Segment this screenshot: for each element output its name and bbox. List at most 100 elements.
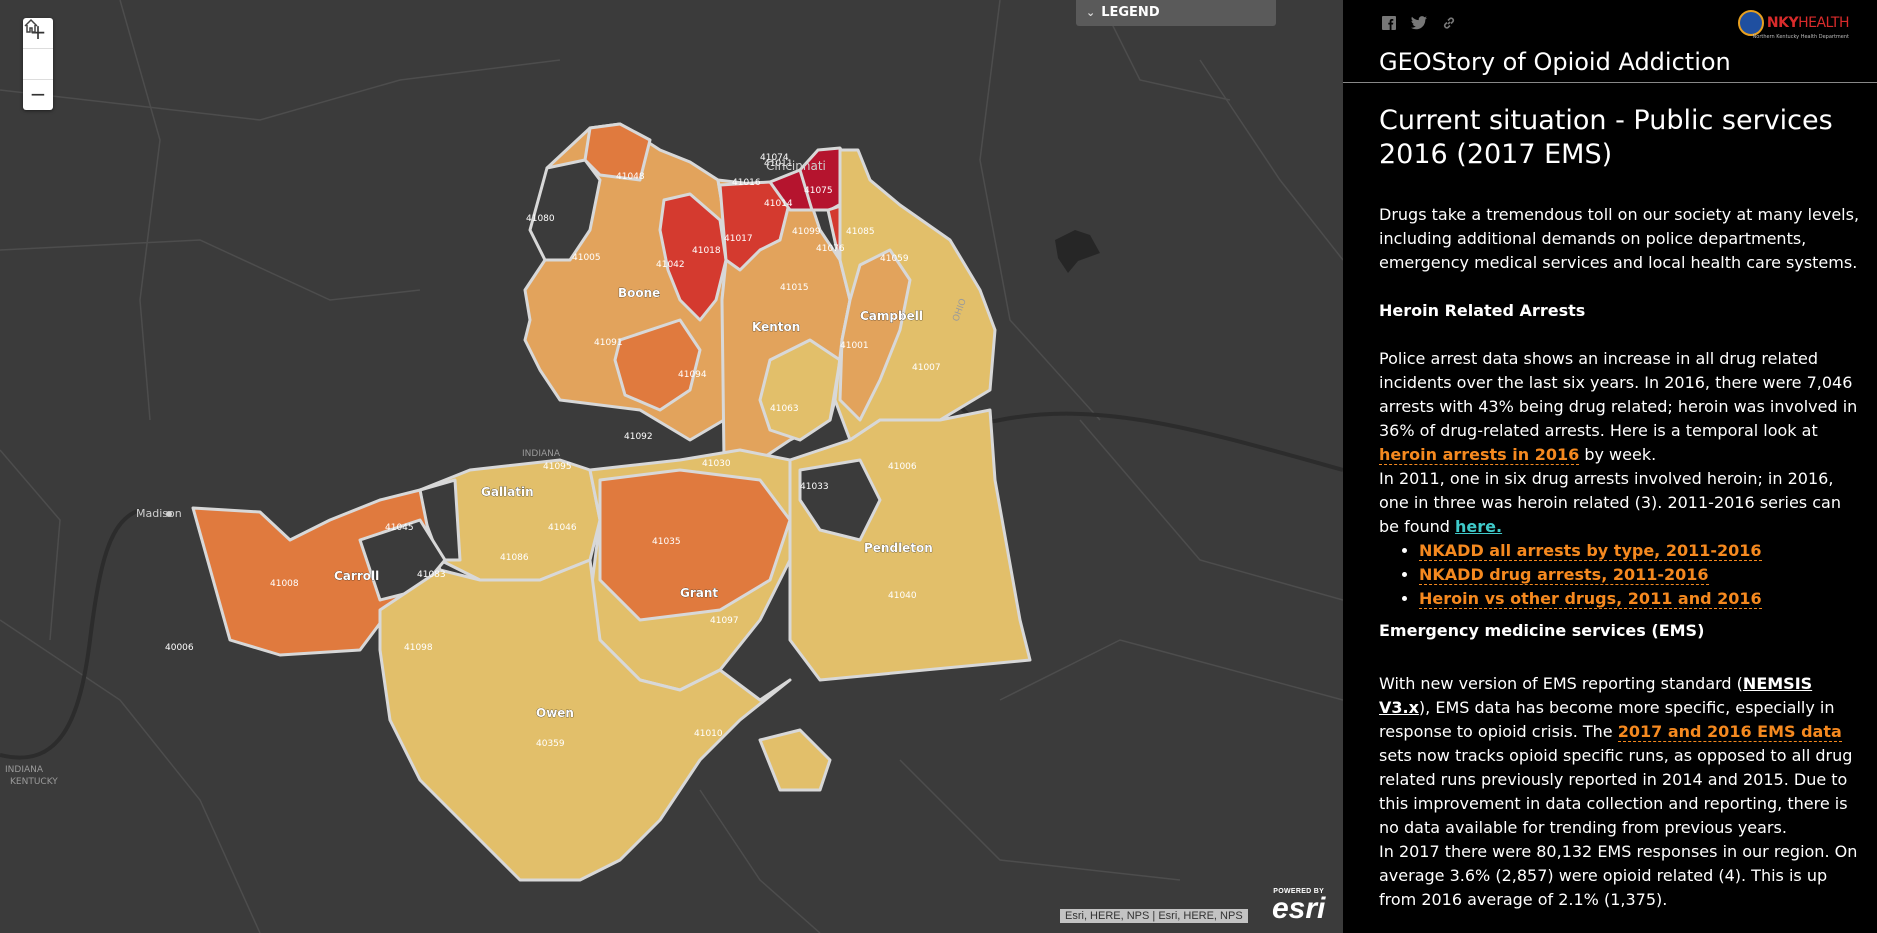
label-pendleton: Pendleton (864, 541, 933, 555)
zip-label: 41015 (780, 283, 809, 293)
esri-logo-text: esri (1272, 892, 1326, 925)
list-item: NKADD drug arrests, 2011-2016 (1419, 563, 1861, 587)
zip-label: 41083 (417, 570, 446, 580)
esri-powered-text: POWERED BY (1273, 888, 1325, 895)
zip-label: 41085 (846, 227, 875, 237)
zip-label: 41042 (656, 260, 685, 270)
ems-data-link[interactable]: 2017 and 2016 EMS data (1617, 722, 1842, 742)
place-labels: Cincinnati Madison INDIANA KENTUCKY INDI… (5, 159, 969, 787)
label-kenton: Kenton (752, 320, 800, 334)
choropleth-regions[interactable] (191, 122, 1032, 882)
arrests-paragraph: Police arrest data shows an increase in … (1379, 349, 1858, 465)
page-title: GEOStory of Opioid Addiction (1379, 48, 1731, 76)
map-canvas[interactable]: Boone Kenton Campbell Gallatin Carroll G… (0, 0, 1343, 933)
logo-text: NKYHEALTH (1766, 15, 1850, 31)
title-divider (1343, 82, 1877, 83)
map-view[interactable]: Boone Kenton Campbell Gallatin Carroll G… (0, 0, 1343, 933)
zip-label: 41008 (270, 579, 299, 589)
madison-dot (166, 511, 172, 517)
region-owen (378, 558, 792, 882)
story-content[interactable]: Current situation - Public services 2016… (1379, 104, 1861, 912)
zip-label: 41035 (652, 537, 681, 547)
label-owen: Owen (536, 706, 574, 720)
zip-label: 41094 (678, 370, 707, 380)
zip-label: 41099 (792, 227, 821, 237)
zoom-out-button[interactable]: − (29, 82, 47, 106)
logo-badge-icon (1737, 10, 1764, 36)
zip-label: 41040 (888, 591, 917, 601)
home-button[interactable] (23, 18, 53, 80)
heroin-arrests-link[interactable]: heroin arrests in 2016 (1379, 445, 1580, 465)
legend-label: LEGEND (1101, 5, 1160, 20)
label-carroll: Carroll (334, 569, 379, 583)
zip-label: 41098 (404, 643, 433, 653)
all-arrests-link[interactable]: NKADD all arrests by type, 2011-2016 (1419, 541, 1762, 561)
zip-labels: 41048 41080 41005 41042 41018 41017 4101… (165, 153, 941, 749)
place-indiana-river: INDIANA (522, 449, 561, 459)
legend-toggle[interactable]: ⌄ LEGEND (1076, 0, 1276, 26)
zip-label: 41033 (800, 482, 829, 492)
zip-label: 41097 (710, 616, 739, 626)
label-grant: Grant (680, 586, 718, 600)
zip-label: 41095 (543, 462, 572, 472)
place-madison: Madison (136, 507, 182, 520)
map-attribution[interactable]: Esri, HERE, NPS | Esri, HERE, NPS (1060, 909, 1248, 923)
zip-label: 41048 (616, 172, 645, 182)
heroin-ratio-paragraph: In 2011, one in six drug arrests involve… (1379, 469, 1841, 536)
place-indiana: INDIANA (5, 765, 44, 775)
home-icon (24, 18, 38, 33)
zip-label: 41016 (732, 178, 761, 188)
zip-label: 41007 (912, 363, 941, 373)
story-panel: NKYHEALTH Northern Kentucky Health Depar… (1343, 0, 1877, 933)
zip-label: 41080 (526, 214, 555, 224)
zip-label: 41010 (694, 729, 723, 739)
zip-label: 41014 (764, 199, 793, 209)
zip-label: 41005 (572, 253, 601, 263)
zip-label: 41059 (880, 254, 909, 264)
label-gallatin: Gallatin (481, 485, 534, 499)
zip-label: 40359 (536, 739, 565, 749)
label-campbell: Campbell (860, 309, 923, 323)
nky-health-logo[interactable]: NKYHEALTH Northern Kentucky Health Depar… (1737, 10, 1850, 40)
logo-health: HEALTH (1798, 15, 1849, 31)
zip-label: 41086 (500, 553, 529, 563)
zip-label: 41011 (764, 159, 793, 169)
intro-paragraph: Drugs take a tremendous toll on our soci… (1379, 205, 1860, 272)
zip-label: 41030 (702, 459, 731, 469)
facebook-icon[interactable] (1381, 16, 1397, 32)
zip-label: 41075 (804, 186, 833, 196)
series-here-link[interactable]: here. (1455, 517, 1503, 536)
zip-label: 40006 (165, 643, 194, 653)
list-item: Heroin vs other drugs, 2011 and 2016 (1419, 587, 1861, 611)
logo-nky: NKY (1766, 15, 1799, 31)
place-cincinnati: Cincinnati (766, 159, 826, 173)
zip-label: 41006 (888, 462, 917, 472)
zoom-control: + − (23, 18, 53, 110)
ems-paragraph: With new version of EMS reporting standa… (1379, 674, 1853, 837)
arrests-heading: Heroin Related Arrests (1379, 301, 1586, 320)
heroin-vs-other-link[interactable]: Heroin vs other drugs, 2011 and 2016 (1419, 589, 1762, 609)
esri-logo[interactable]: POWERED BY esri (1272, 888, 1326, 925)
zip-label: 41046 (548, 523, 577, 533)
zip-label: 41018 (692, 246, 721, 256)
label-boone: Boone (618, 286, 660, 300)
drug-arrests-link[interactable]: NKADD drug arrests, 2011-2016 (1419, 565, 1709, 585)
lake-shape (1055, 230, 1100, 273)
zip-label: 41017 (724, 234, 753, 244)
place-kentucky: KENTUCKY (10, 777, 58, 787)
county-labels: Boone Kenton Campbell Gallatin Carroll G… (334, 286, 933, 721)
twitter-icon[interactable] (1411, 16, 1427, 32)
zip-label: 41074 (760, 153, 789, 163)
zip-label: 41045 (385, 523, 414, 533)
section-heading: Current situation - Public services 2016… (1379, 105, 1833, 170)
logo-subtext: Northern Kentucky Health Department (1752, 34, 1849, 40)
zip-label: 41076 (816, 244, 845, 254)
zip-label: 41001 (840, 341, 869, 351)
zoom-in-button[interactable]: + (23, 18, 53, 49)
arrest-links-list: NKADD all arrests by type, 2011-2016 NKA… (1379, 539, 1861, 611)
chevron-down-icon: ⌄ (1086, 6, 1096, 19)
ems-heading: Emergency medicine services (EMS) (1379, 621, 1705, 640)
link-icon[interactable] (1441, 16, 1457, 32)
zip-label: 41092 (624, 432, 653, 442)
nemsis-link[interactable]: NEMSIS V3.x (1379, 674, 1813, 717)
